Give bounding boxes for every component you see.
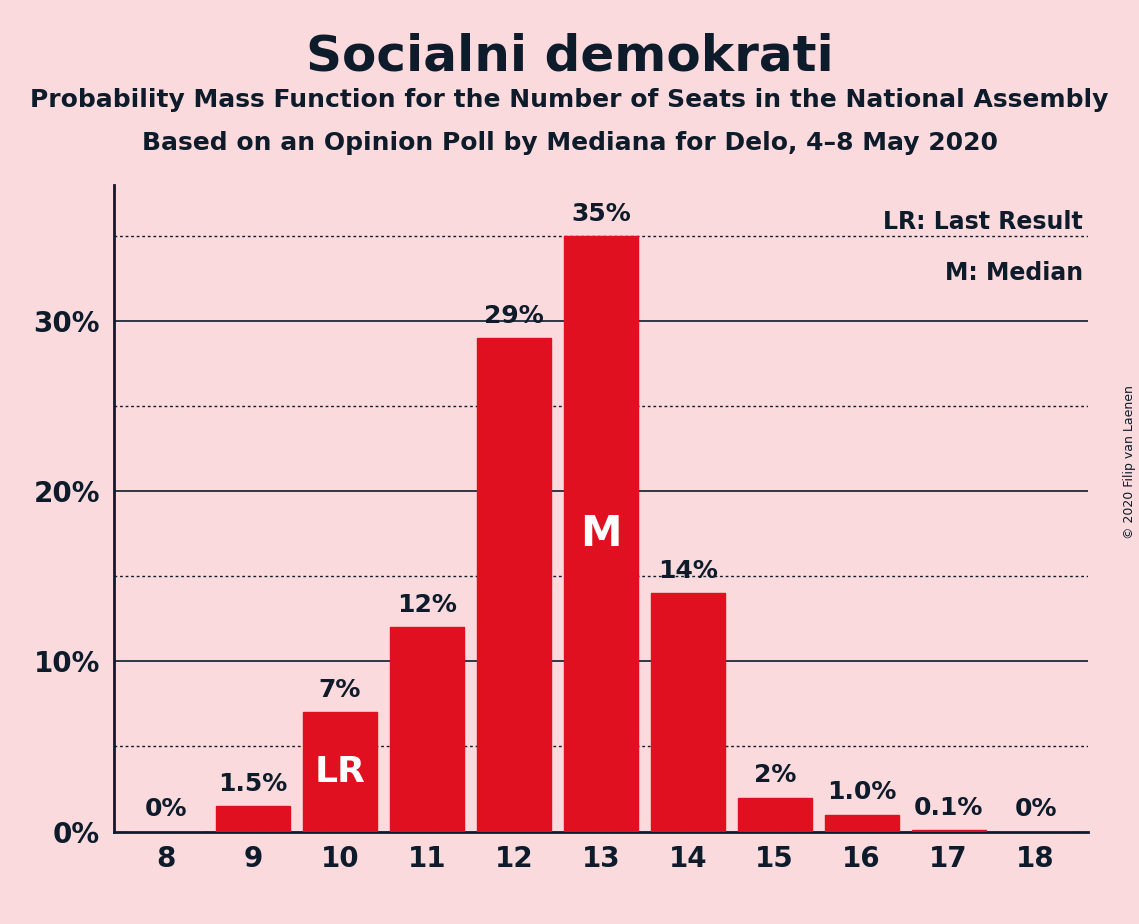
Bar xyxy=(650,593,724,832)
Text: 35%: 35% xyxy=(571,201,631,225)
Bar xyxy=(564,236,638,832)
Text: 0.1%: 0.1% xyxy=(913,796,983,820)
Text: 14%: 14% xyxy=(658,559,718,583)
Text: 12%: 12% xyxy=(398,593,457,617)
Bar xyxy=(390,627,464,832)
Text: Socialni demokrati: Socialni demokrati xyxy=(305,32,834,80)
Bar xyxy=(738,797,812,832)
Text: 2%: 2% xyxy=(754,763,796,787)
Bar xyxy=(825,815,899,832)
Text: LR: LR xyxy=(314,755,366,789)
Text: 0%: 0% xyxy=(1015,797,1057,821)
Text: M: M xyxy=(580,513,622,554)
Bar xyxy=(911,830,985,832)
Bar xyxy=(477,338,551,832)
Text: 29%: 29% xyxy=(484,304,543,328)
Bar xyxy=(216,806,290,832)
Text: 7%: 7% xyxy=(319,678,361,702)
Text: LR: Last Result: LR: Last Result xyxy=(883,211,1083,235)
Text: © 2020 Filip van Laenen: © 2020 Filip van Laenen xyxy=(1123,385,1137,539)
Text: 1.5%: 1.5% xyxy=(219,772,288,796)
Text: Probability Mass Function for the Number of Seats in the National Assembly: Probability Mass Function for the Number… xyxy=(31,88,1108,112)
Text: Based on an Opinion Poll by Mediana for Delo, 4–8 May 2020: Based on an Opinion Poll by Mediana for … xyxy=(141,131,998,155)
Text: 1.0%: 1.0% xyxy=(827,781,896,805)
Bar xyxy=(303,712,377,832)
Text: 0%: 0% xyxy=(145,797,187,821)
Text: M: Median: M: Median xyxy=(944,261,1083,286)
